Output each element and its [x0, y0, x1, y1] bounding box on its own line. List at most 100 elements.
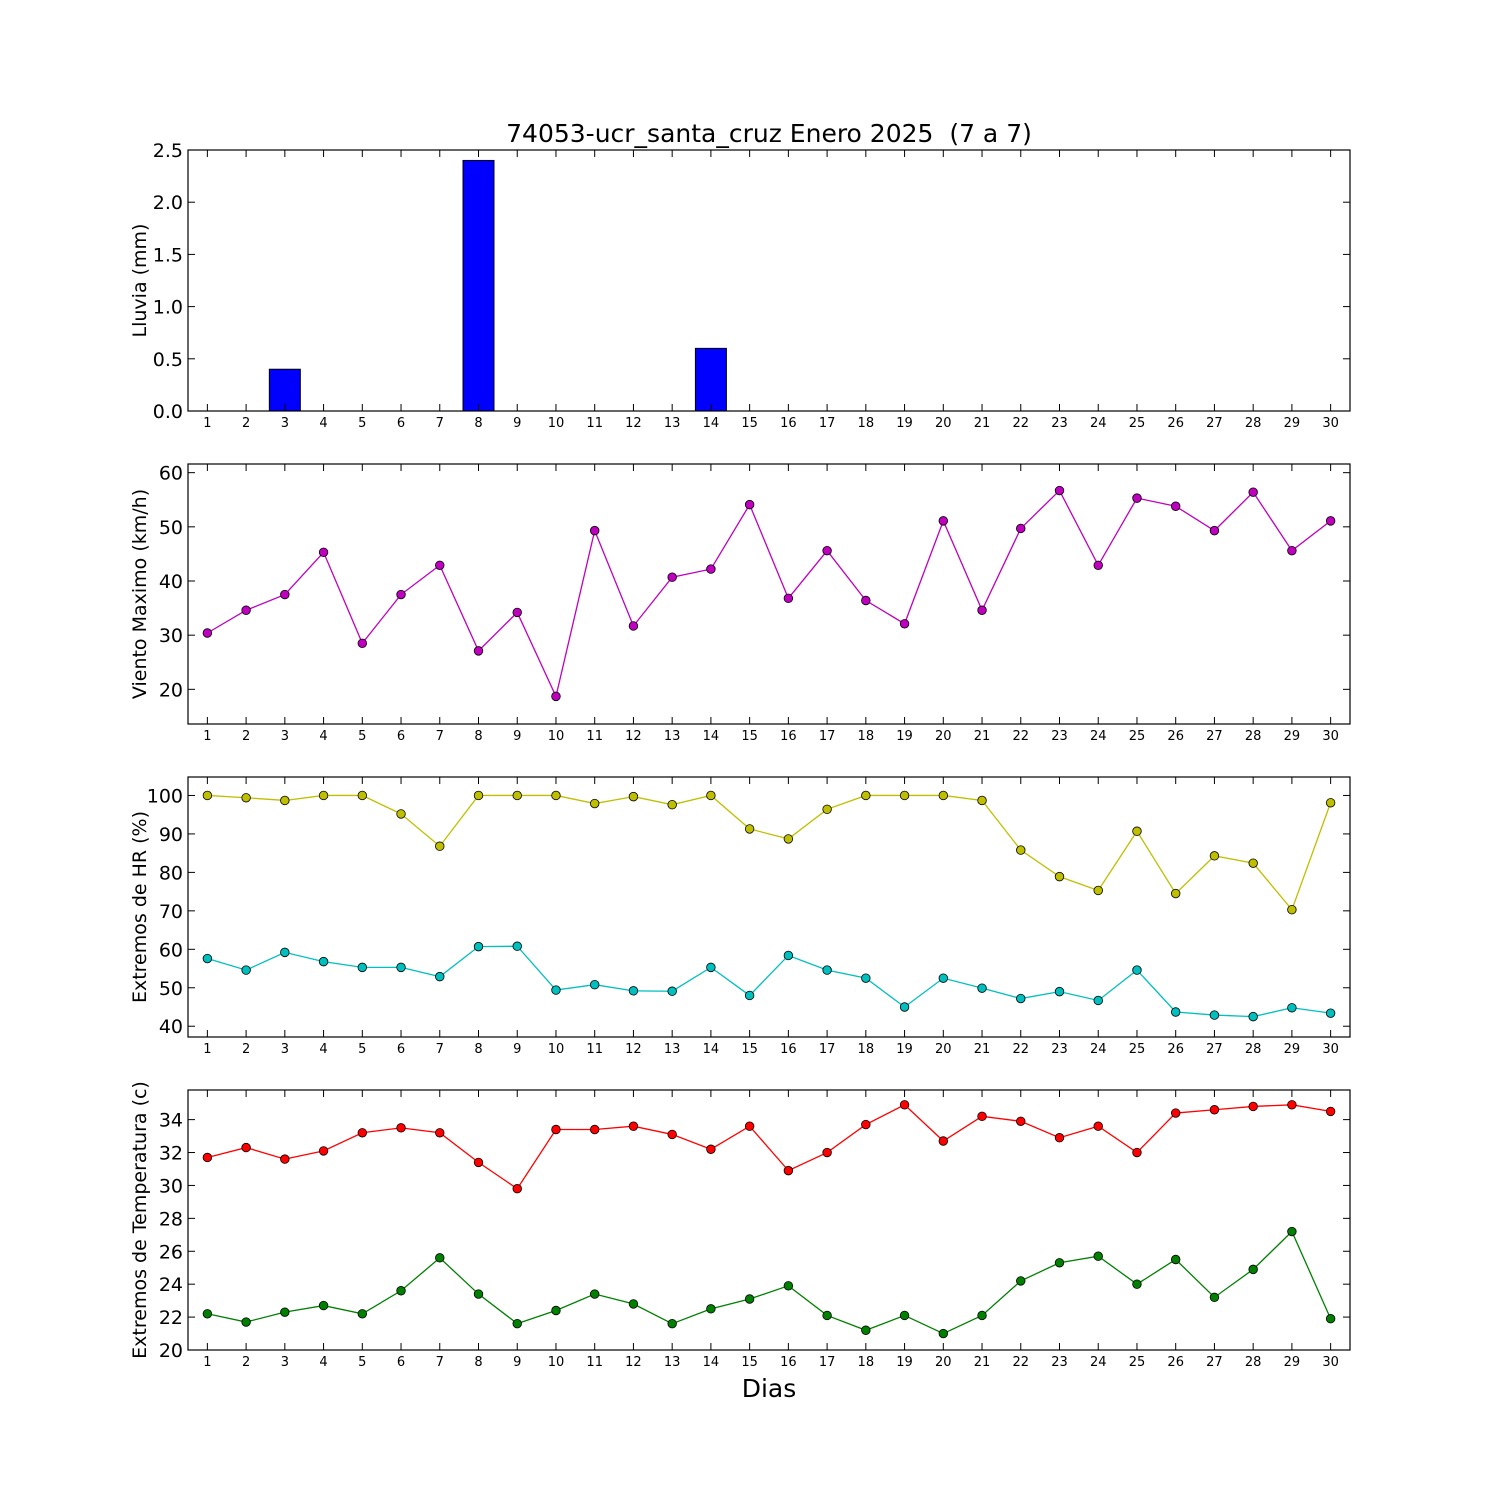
wind-series-0-point-10 [551, 691, 561, 702]
rain-xtick-label: 26 [1167, 416, 1184, 431]
humidity-series-1-point-11 [590, 979, 600, 990]
temperature-xtick-label: 13 [664, 1355, 681, 1370]
temperature-series-1-point-28 [1248, 1264, 1258, 1275]
humidity-series-0-point-30 [1325, 798, 1336, 808]
rain-bar-14 [694, 347, 727, 412]
wind-xtick-label: 6 [397, 729, 405, 744]
temperature-xtick-label: 19 [896, 1355, 913, 1370]
wind-series-0-point-23 [1054, 485, 1065, 496]
humidity-series-0-point-7 [435, 841, 445, 851]
temperature-xtick-label: 29 [1284, 1355, 1301, 1370]
wind-series-0-point-14 [706, 564, 716, 574]
rain-xtick-label: 2 [242, 416, 250, 431]
humidity-series-0-point-28 [1248, 858, 1258, 868]
rain-ytick-label: 2.0 [153, 192, 183, 214]
temperature-series-1-point-19 [899, 1310, 910, 1321]
wind-series-0-point-16 [783, 593, 794, 604]
temperature-xtick-label: 27 [1206, 1355, 1223, 1370]
humidity-series-1-point-8 [473, 941, 484, 952]
rain-xtick-label: 30 [1322, 416, 1339, 431]
temperature-series-1-point-1 [202, 1309, 213, 1319]
humidity-series-1-point-26 [1170, 1007, 1181, 1017]
humidity-series-0-point-26 [1170, 888, 1181, 899]
humidity-xtick-label: 29 [1284, 1042, 1301, 1057]
wind-series-0-point-30 [1325, 516, 1336, 526]
temperature-series-0-point-11 [590, 1124, 600, 1135]
humidity-series-1-point-9 [512, 941, 522, 951]
wind-xtick-label: 16 [780, 729, 797, 744]
humidity-xtick-label: 25 [1129, 1042, 1146, 1057]
wind-series-0-point-1 [202, 628, 213, 638]
humidity-xtick-label: 7 [436, 1042, 444, 1057]
rain-xtick-label: 16 [780, 416, 797, 431]
temperature-series-line-0 [207, 1104, 1331, 1190]
wind-xtick-label: 25 [1129, 729, 1146, 744]
temperature-series-1-point-9 [512, 1318, 522, 1329]
humidity-series-0-point-25 [1132, 826, 1142, 836]
humidity-series-1-point-28 [1248, 1011, 1258, 1022]
humidity-plot-frame [187, 776, 1351, 1038]
humidity-series-1-point-15 [744, 990, 755, 1001]
rain-xtick-label: 14 [703, 416, 720, 431]
temperature-series-1-point-4 [318, 1300, 329, 1311]
rain-ytick-label: 0.0 [153, 401, 183, 423]
temperature-series-1-point-2 [241, 1317, 251, 1327]
rain-xtick-label: 4 [319, 416, 327, 431]
wind-series-0-point-28 [1248, 487, 1258, 497]
temperature-series-0-point-4 [318, 1146, 329, 1156]
wind-series-0-point-17 [822, 545, 832, 556]
wind-series-0-point-18 [861, 595, 871, 606]
humidity-xtick-label: 9 [513, 1042, 521, 1057]
chart-title: 74053-ucr_santa_cruz Enero 2025 (7 a 7) [506, 119, 1032, 148]
rain-xtick-label: 15 [741, 416, 758, 431]
wind-ytick-label: 60 [159, 463, 183, 485]
humidity-series-0-point-6 [396, 809, 406, 819]
wind-series-0-point-20 [938, 516, 949, 526]
humidity-series-1-point-17 [822, 965, 832, 975]
humidity-xtick-label: 20 [935, 1042, 952, 1057]
wind-series-0-point-13 [667, 572, 677, 582]
humidity-series-1-point-6 [396, 962, 406, 973]
wind-xtick-label: 30 [1322, 729, 1339, 744]
rain-ytick-label: 2.5 [153, 140, 183, 162]
temperature-series-1-point-13 [667, 1318, 677, 1329]
humidity-ytick-label: 40 [159, 1016, 183, 1038]
wind-xtick-label: 5 [358, 729, 366, 744]
wind-xtick-label: 18 [858, 729, 875, 744]
humidity-series-1-point-23 [1054, 986, 1065, 997]
humidity-series-1-point-27 [1209, 1010, 1220, 1020]
wind-panel: 1 2 3 4 5 6 7 8 9 10 11 12 13 14 15 16 17 18 19 20 21 22 23 24 2… [129, 463, 1351, 744]
humidity-series-0-point-16 [783, 834, 794, 844]
rain-bar-8 [462, 159, 495, 412]
humidity-xtick-label: 3 [281, 1042, 289, 1057]
wind-xtick-label: 8 [474, 729, 482, 744]
wind-xtick-label: 11 [586, 729, 603, 744]
temperature-series-0-point-18 [861, 1119, 871, 1130]
humidity-xtick-label: 4 [319, 1042, 327, 1057]
temperature-xtick-label: 16 [780, 1355, 797, 1370]
wind-xtick-label: 26 [1167, 729, 1184, 744]
humidity-series-0-point-11 [590, 798, 600, 809]
temperature-xtick-label: 21 [974, 1355, 991, 1370]
rain-xtick-label: 18 [858, 416, 875, 431]
humidity-series-0-point-13 [667, 799, 677, 810]
humidity-ytick-label: 50 [159, 978, 183, 1000]
temperature-series-1-point-21 [977, 1310, 987, 1321]
temperature-series-0-point-19 [899, 1100, 910, 1110]
temperature-series-1-point-24 [1093, 1251, 1103, 1261]
humidity-xtick-label: 1 [203, 1042, 211, 1057]
rain-ytick-label: 1.5 [153, 244, 183, 266]
wind-xtick-label: 3 [281, 729, 289, 744]
temperature-series-1-point-6 [396, 1286, 406, 1296]
humidity-series-0-point-23 [1054, 871, 1065, 882]
temperature-series-1-point-26 [1170, 1254, 1181, 1265]
humidity-series-0-point-4 [318, 790, 329, 801]
wind-series-0-point-5 [357, 638, 368, 648]
humidity-series-1-point-25 [1132, 965, 1142, 975]
rain-xtick-label: 6 [397, 416, 405, 431]
temperature-series-0-point-8 [473, 1157, 484, 1168]
humidity-series-0-point-21 [977, 795, 987, 806]
humidity-xtick-label: 14 [703, 1042, 720, 1057]
temperature-xtick-label: 12 [625, 1355, 642, 1370]
humidity-series-0-point-17 [822, 804, 832, 815]
